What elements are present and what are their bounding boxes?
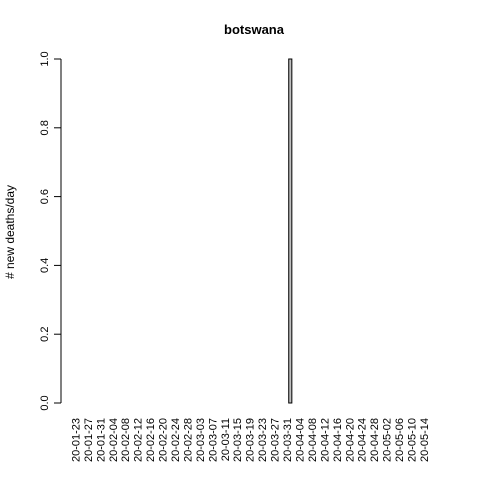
- x-tick-label: 20-02-12: [133, 418, 145, 462]
- x-tick-label: 20-03-07: [207, 418, 219, 462]
- y-tick-label: 0.2: [39, 327, 51, 342]
- y-tick-label: 0.0: [39, 395, 51, 410]
- x-tick-label: 20-03-15: [232, 418, 244, 462]
- y-tick-label: 0.8: [39, 120, 51, 135]
- x-tick-label: 20-01-23: [70, 418, 82, 462]
- x-tick-label: 20-02-16: [145, 418, 157, 462]
- x-tick-label: 20-05-02: [382, 418, 394, 462]
- y-tick-label: 0.4: [39, 258, 51, 273]
- x-tick-label: 20-04-16: [332, 418, 344, 462]
- x-tick-label: 20-03-27: [270, 418, 282, 462]
- y-axis: 0.0 0.2 0.4 0.6 0.8 1.0: [39, 51, 62, 411]
- x-tick-label: 20-04-20: [344, 418, 356, 462]
- x-tick-label: 20-02-24: [170, 418, 182, 462]
- x-tick-label: 20-03-19: [245, 418, 257, 462]
- x-tick-label: 20-01-27: [83, 418, 95, 462]
- x-tick-label: 20-03-11: [220, 418, 232, 461]
- x-tick-label: 20-03-31: [282, 418, 294, 462]
- x-tick-label: 20-04-08: [307, 418, 319, 462]
- x-tick-label: 20-04-24: [357, 418, 369, 462]
- x-tick-label: 20-04-28: [369, 418, 381, 462]
- x-tick-label: 20-01-31: [95, 418, 107, 462]
- x-tick-label: 20-02-28: [182, 418, 194, 462]
- bars: [288, 58, 293, 404]
- x-tick-label: 20-02-20: [158, 418, 170, 462]
- x-tick-label: 20-05-10: [407, 418, 419, 462]
- x-tick-label: 20-04-12: [319, 418, 331, 462]
- y-tick-label: 0.6: [39, 189, 51, 204]
- x-tick-label: 20-05-14: [419, 418, 431, 462]
- x-tick-label: 20-02-08: [120, 418, 132, 462]
- chart-title: botswana: [224, 22, 285, 37]
- x-tick-label: 20-02-04: [108, 418, 120, 462]
- x-tick-label: 20-05-06: [394, 418, 406, 462]
- bar: [288, 58, 293, 404]
- x-tick-label: 20-03-03: [195, 418, 207, 462]
- x-axis-labels: 20-01-23 20-01-27 20-01-31 20-02-04 20-02-08…: [70, 418, 431, 462]
- y-axis-label: # new deaths/day: [3, 185, 17, 279]
- x-tick-label: 20-03-23: [257, 418, 269, 462]
- y-tick-label: 1.0: [39, 51, 51, 66]
- x-tick-label: 20-04-04: [294, 418, 306, 462]
